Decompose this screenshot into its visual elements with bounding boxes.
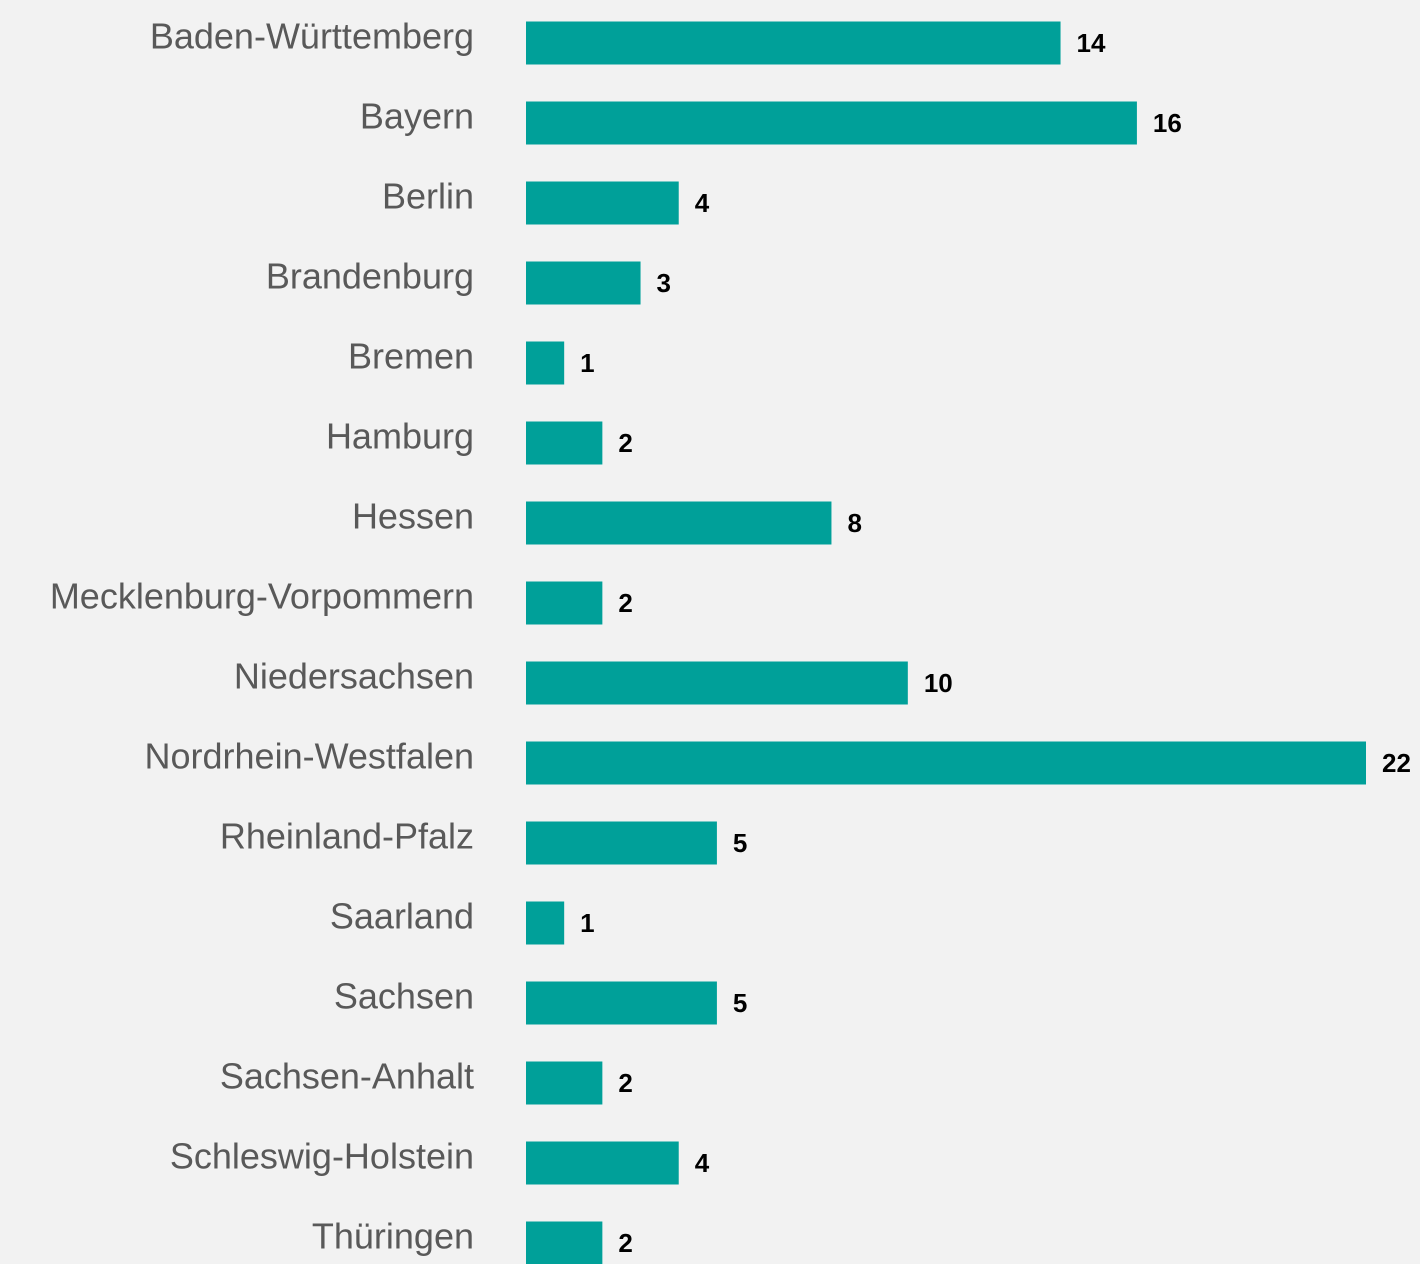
value-label: 2 [618, 1068, 632, 1098]
bar [526, 901, 565, 945]
value-label: 10 [924, 668, 953, 698]
bar [526, 341, 565, 385]
category-label: Sachsen-Anhalt [220, 1056, 474, 1097]
category-label: Thüringen [312, 1216, 474, 1257]
bar [526, 1141, 679, 1185]
value-label: 22 [1382, 748, 1411, 778]
bar [526, 501, 832, 545]
category-label: Niedersachsen [234, 656, 474, 697]
value-label: 14 [1077, 28, 1106, 58]
value-label: 5 [733, 988, 747, 1018]
bar [526, 421, 603, 465]
value-label: 5 [733, 828, 747, 858]
value-label: 16 [1153, 108, 1182, 138]
bar [526, 661, 908, 705]
category-label: Berlin [382, 176, 474, 217]
value-label: 4 [695, 188, 710, 218]
category-label: Saarland [330, 896, 474, 937]
bar [526, 101, 1137, 145]
category-label: Bremen [348, 336, 474, 377]
value-label: 2 [618, 1228, 632, 1258]
value-label: 2 [618, 428, 632, 458]
bar [526, 1221, 603, 1264]
value-label: 1 [580, 908, 594, 938]
value-label: 2 [618, 588, 632, 618]
category-label: Nordrhein-Westfalen [145, 736, 474, 777]
value-label: 4 [695, 1148, 710, 1178]
bar [526, 981, 717, 1025]
category-label: Baden-Württemberg [150, 16, 474, 57]
bar [526, 181, 679, 225]
bar [526, 581, 603, 625]
category-label: Bayern [360, 96, 474, 137]
category-label: Brandenburg [266, 256, 474, 297]
bar [526, 21, 1061, 65]
value-label: 3 [657, 268, 671, 298]
category-label: Hamburg [326, 416, 474, 457]
bar [526, 1061, 603, 1105]
category-label: Sachsen [334, 976, 474, 1017]
bar [526, 821, 717, 865]
category-label: Mecklenburg-Vorpommern [50, 576, 474, 617]
category-label: Schleswig-Holstein [170, 1136, 474, 1177]
category-label: Hessen [352, 496, 474, 537]
category-label: Rheinland-Pfalz [220, 816, 474, 857]
bar [526, 741, 1366, 785]
value-label: 1 [580, 348, 594, 378]
value-label: 8 [847, 508, 861, 538]
bar [526, 261, 641, 305]
